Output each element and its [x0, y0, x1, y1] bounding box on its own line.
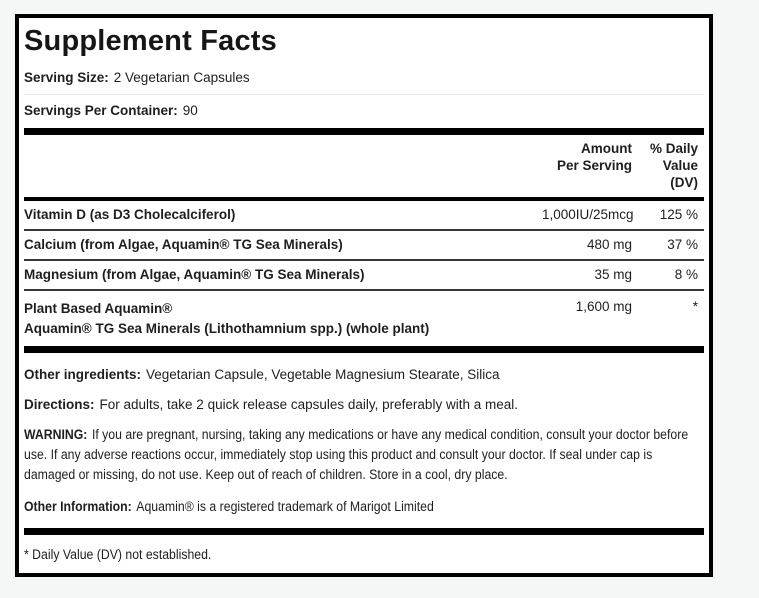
servings-per-container-value: 90	[182, 103, 198, 118]
serving-size-value: 2 Vegetarian Capsules	[113, 70, 250, 85]
supplement-facts-label: Supplement Facts Serving Size: 2 Vegetari…	[15, 14, 713, 577]
nutrient-name: Magnesium (from Algae, Aquamin® TG Sea M…	[24, 267, 365, 282]
nutrient-amount: 480 mg	[586, 237, 632, 252]
directions: Directions: For adults, take 2 quick rele…	[24, 396, 704, 413]
warning-label: WARNING:	[24, 427, 88, 442]
directions-label: Directions:	[24, 397, 95, 412]
nutrient-dv: 37 %	[667, 237, 698, 252]
amount-per-serving-header: Amount Per Serving	[556, 141, 632, 173]
header-underline-rule	[24, 197, 704, 201]
servings-per-container-row: Servings Per Container: 90	[24, 95, 704, 128]
other-ingredients: Other ingredients: Vegetarian Capsule, Ve…	[24, 366, 704, 383]
nutrient-amount: 1,000IU/25mcg	[542, 207, 634, 222]
serving-size-row: Serving Size: 2 Vegetarian Capsules	[24, 64, 704, 95]
other-information-label: Other Information:	[24, 499, 132, 514]
nutrient-amount: 35 mg	[594, 267, 632, 282]
label-title: Supplement Facts	[24, 25, 277, 57]
table-row-vitamin-d: Vitamin D (as D3 Cholecalciferol) 1,000I…	[24, 201, 704, 231]
daily-value-header: % Daily Value (DV)	[649, 141, 698, 190]
nutrient-name: Vitamin D (as D3 Cholecalciferol)	[24, 207, 236, 222]
table-row-magnesium: Magnesium (from Algae, Aquamin® TG Sea M…	[24, 261, 704, 291]
serving-size-label: Serving Size:	[24, 70, 109, 85]
warning: WARNING: If you are pregnant, nursing, ta…	[24, 425, 704, 485]
table-header-row: Amount Per Serving % Daily Value (DV)	[24, 135, 704, 197]
nutrient-amount: 1,600 mg	[575, 299, 632, 314]
nutrient-dv: 125 %	[659, 207, 698, 222]
other-information-text: Aquamin® is a registered trademark of Ma…	[136, 499, 434, 514]
other-ingredients-label: Other ingredients:	[24, 367, 142, 382]
servings-per-container-label: Servings Per Container:	[24, 103, 178, 118]
other-information: Other Information: Aquamin® is a register…	[24, 498, 704, 515]
nutrient-dv: 8 %	[674, 267, 698, 282]
table-row-calcium: Calcium (from Algae, Aquamin® TG Sea Min…	[24, 231, 704, 261]
mid-section-divider-bar	[24, 346, 704, 353]
directions-text: For adults, take 2 quick release capsule…	[99, 397, 518, 412]
footnote-divider-bar	[24, 528, 704, 535]
daily-value-footnote: * Daily Value (DV) not established.	[24, 547, 212, 562]
nutrient-name: Calcium (from Algae, Aquamin® TG Sea Min…	[24, 237, 343, 252]
table-row-aquamin: Plant Based Aquamin® Aquamin® TG Sea Min…	[24, 291, 704, 346]
top-section-divider-bar	[24, 128, 704, 135]
other-ingredients-text: Vegetarian Capsule, Vegetable Magnesium …	[146, 367, 500, 382]
nutrient-name: Plant Based Aquamin® Aquamin® TG Sea Min…	[24, 299, 542, 339]
nutrient-name-line1: Plant Based Aquamin®	[24, 301, 173, 316]
nutrient-name-line2: Aquamin® TG Sea Minerals (Lithothamnium …	[24, 321, 430, 336]
nutrient-dv: *	[692, 299, 698, 314]
warning-text: If you are pregnant, nursing, taking any…	[24, 427, 689, 482]
